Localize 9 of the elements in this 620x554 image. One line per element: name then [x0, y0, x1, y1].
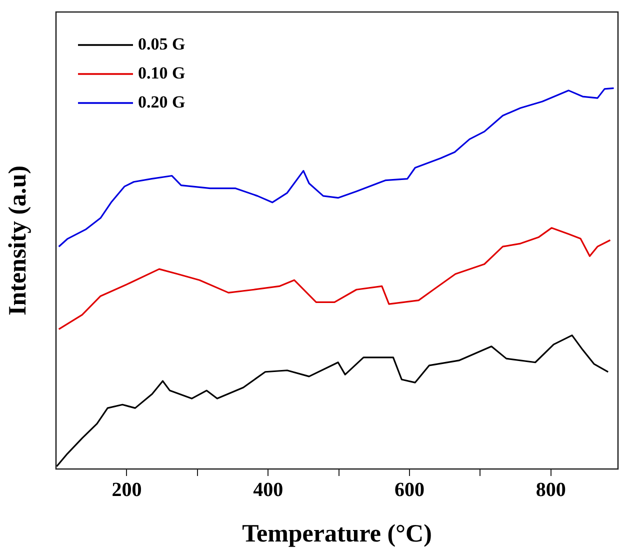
x-tick-label: 200 — [112, 479, 142, 502]
y-axis-title: Intensity (a.u) — [4, 165, 32, 316]
x-tick-label: 600 — [394, 479, 424, 502]
x-tick-label: 800 — [536, 479, 566, 502]
legend-label: 0.20 G — [138, 92, 186, 112]
legend-label: 0.05 G — [138, 34, 186, 54]
x-axis-title: Temperature (°C) — [242, 520, 432, 548]
x-tick-label: 400 — [253, 479, 284, 502]
legend-label: 0.10 G — [138, 63, 186, 82]
